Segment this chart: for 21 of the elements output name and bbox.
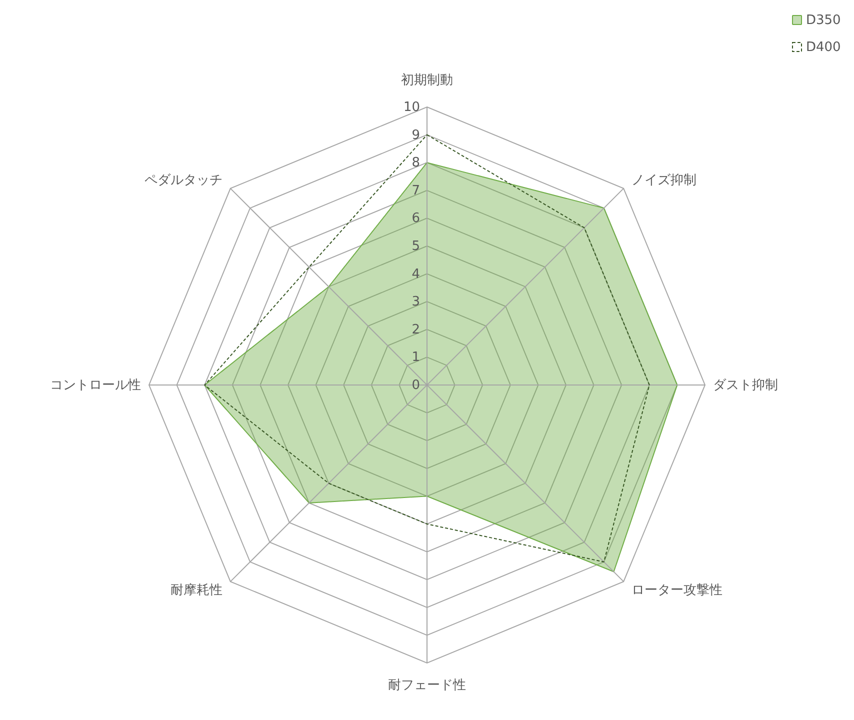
- spoke-label: ペダルタッチ: [144, 172, 222, 188]
- spoke-label: コントロール性: [50, 378, 141, 393]
- y-tick-label: 4: [412, 266, 420, 282]
- spoke-label: 耐フェード性: [388, 678, 466, 693]
- legend-label: D350: [806, 13, 841, 28]
- y-tick-label: 6: [412, 211, 420, 226]
- spoke-label: ダスト抑制: [713, 378, 778, 393]
- y-tick-label: 10: [403, 100, 420, 115]
- legend-label: D400: [806, 40, 841, 55]
- spoke-label: ノイズ抑制: [632, 172, 697, 188]
- y-tick-label: 2: [412, 322, 420, 338]
- y-tick-label: 8: [412, 156, 420, 171]
- y-tick-label: 3: [412, 294, 420, 310]
- spoke-label: 初期制動: [401, 73, 453, 88]
- y-tick-label: 0: [412, 378, 420, 393]
- y-tick-label: 5: [412, 239, 420, 254]
- y-tick-label: 9: [412, 128, 420, 143]
- spoke-label: 耐摩耗性: [170, 583, 222, 598]
- y-tick-label: 1: [412, 350, 420, 366]
- spoke-label: ローター攻撃性: [632, 583, 723, 598]
- y-tick-label: 7: [412, 183, 420, 198]
